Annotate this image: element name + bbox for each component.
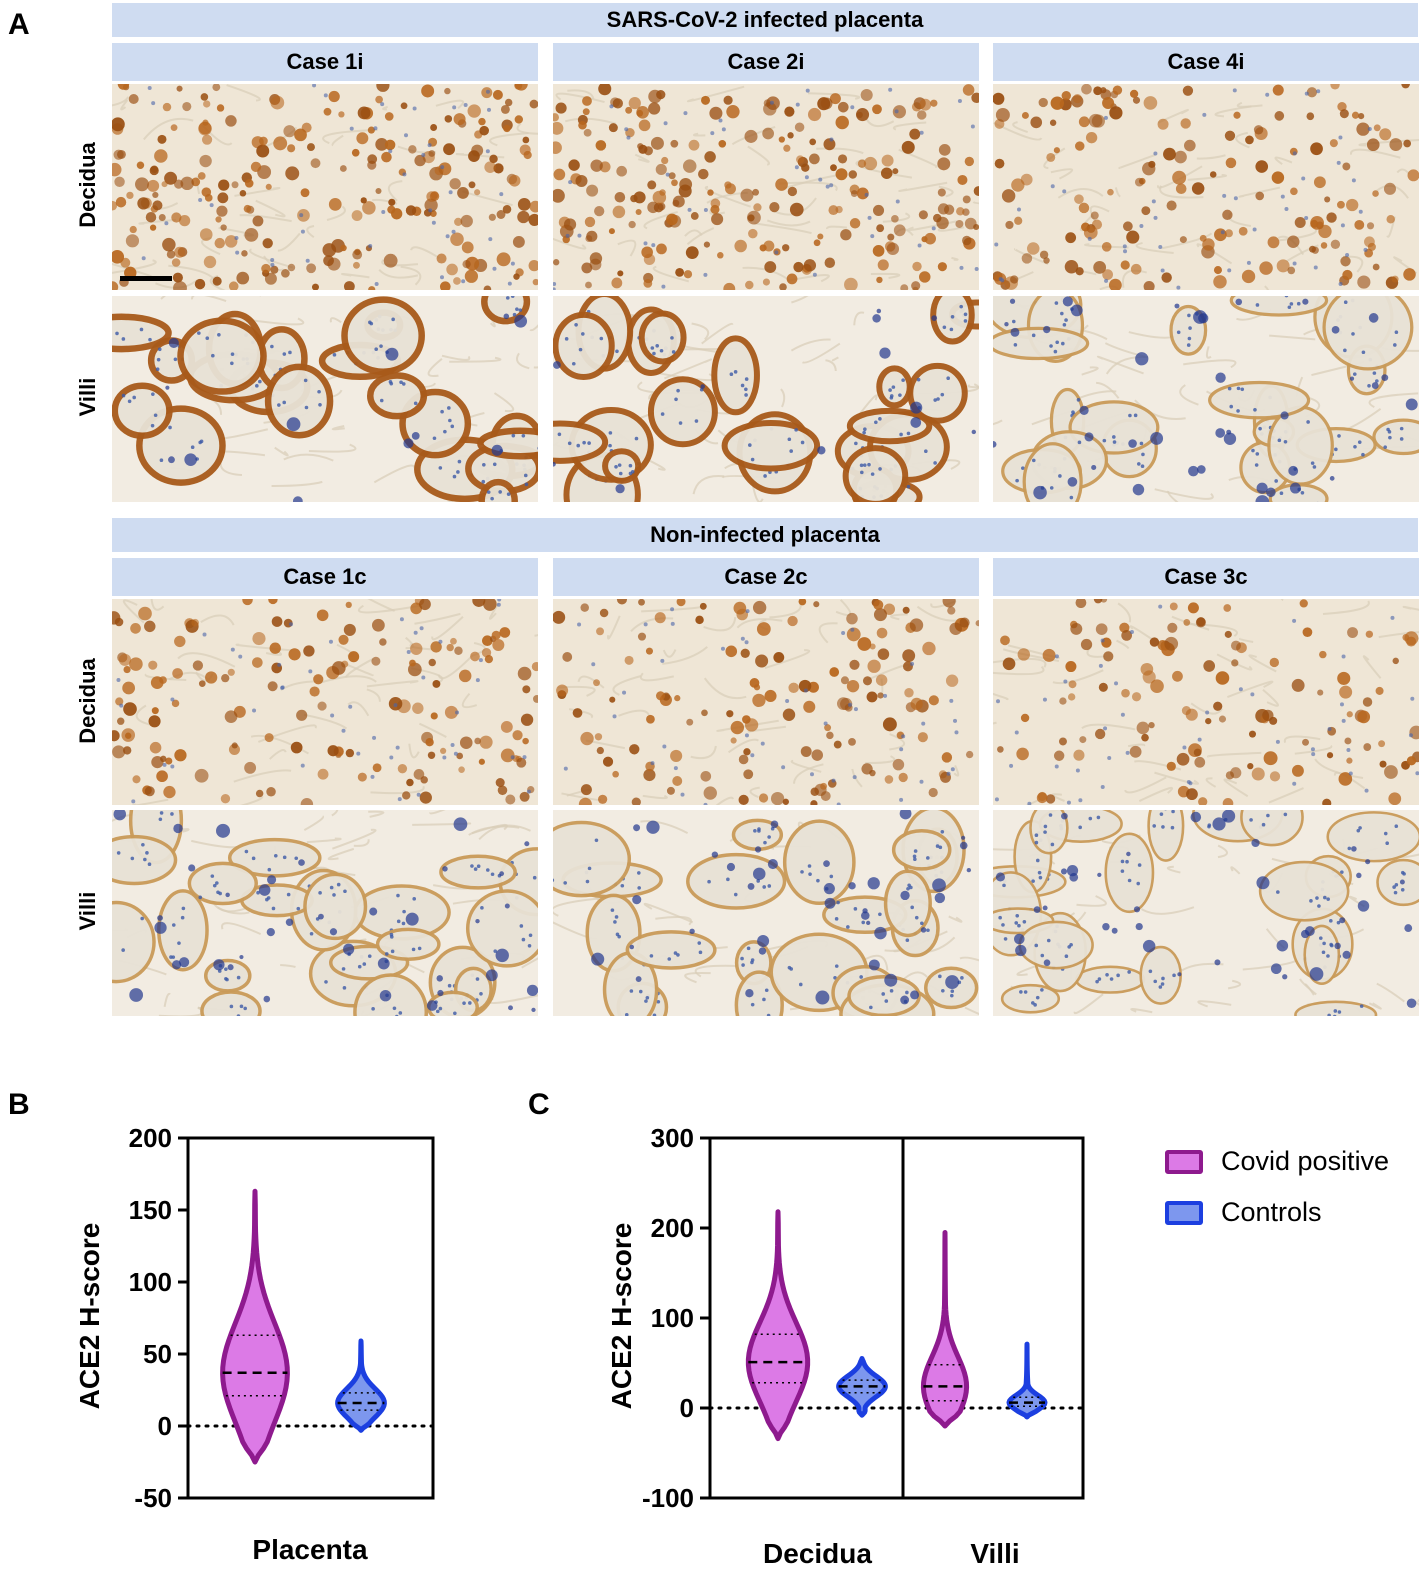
micrograph-case-4i-decidua [993,84,1419,290]
panel-b-ytick-label: 0 [158,1411,172,1441]
legend-covid-positive: Covid positive [1165,1146,1389,1177]
panel-b-ytick-label: 50 [143,1339,172,1369]
legend-controls: Controls [1165,1197,1322,1228]
panel-b-violin-covid [220,1188,290,1465]
legend-swatch-controls [1165,1200,1203,1225]
micrograph-case-1i-villi [112,296,538,502]
legend-label-covid: Covid positive [1221,1146,1390,1176]
micrograph-case-3c-villi [993,810,1419,1016]
panel-c-frame [708,1136,1085,1500]
panel-c-ytick-label: 300 [651,1123,694,1153]
panel-c-letter: C [528,1088,550,1121]
panel-b-frame [186,1136,435,1500]
panel-c-category-villi: Villi [970,1538,1020,1569]
row-label-villi-infected: Villi [75,377,100,417]
panel-b-ytick-label: 100 [129,1267,172,1297]
panel-b-ytick-label: -50 [134,1483,172,1513]
panel-b-ylabel: ACE2 H-score [74,1222,105,1410]
panel-b-xlabel: Placenta [252,1534,368,1565]
row-label-decidua-infected: Decidua [75,142,100,228]
panel-c-violin-controls-decidua [836,1356,888,1418]
micrograph-case-2i-villi [553,296,979,502]
panel-b-violin-controls [335,1338,387,1433]
case-1i-header: Case 1i [112,43,538,81]
case-1c-header: Case 1c [112,558,538,596]
panel-b-letter: B [8,1088,30,1121]
scale-bar [120,276,172,281]
panel-c-violin-controls-villi [1006,1341,1048,1420]
legend-swatch-covid [1165,1149,1203,1174]
case-4i-header: Case 4i [993,43,1419,81]
micrograph-case-1c-villi [112,810,538,1016]
panel-c-violin-covid-decidua [745,1209,811,1442]
case-3c-header: Case 3c [993,558,1419,596]
panel-b-ytick-label: 200 [129,1123,172,1153]
micrograph-case-1c-decidua [112,599,538,805]
micrograph-case-4i-villi [993,296,1419,502]
panel-b-chart: -50 0 50 100 150 200 [129,1123,435,1513]
row-label-decidua-noninfected: Decidua [75,658,100,744]
panel-c-category-decidua: Decidua [763,1538,872,1569]
micrograph-case-2c-villi [553,810,979,1016]
legend-label-controls: Controls [1221,1197,1322,1227]
case-2c-header: Case 2c [553,558,979,596]
panel-c-ytick-label: 200 [651,1213,694,1243]
panel-a-letter: A [8,8,30,41]
panel-c-ytick-label: 0 [680,1393,694,1423]
case-2i-header: Case 2i [553,43,979,81]
panel-c-violin-covid-villi [920,1230,970,1429]
panel-b-ytick-label: 150 [129,1195,172,1225]
micrograph-case-1i-decidua [112,84,538,290]
panel-c-chart: -100 0 100 200 300 [642,1123,1085,1513]
panel-c-ytick-label: -100 [642,1483,694,1513]
micrograph-case-2i-decidua [553,84,979,290]
infected-group-title: SARS-CoV-2 infected placenta [112,3,1418,37]
panel-c-ylabel: ACE2 H-score [606,1222,637,1410]
micrograph-case-3c-decidua [993,599,1419,805]
noninfected-group-title: Non-infected placenta [112,518,1418,552]
micrograph-case-2c-decidua [553,599,979,805]
panel-c-ytick-label: 100 [651,1303,694,1333]
row-label-villi-noninfected: Villi [75,891,100,931]
